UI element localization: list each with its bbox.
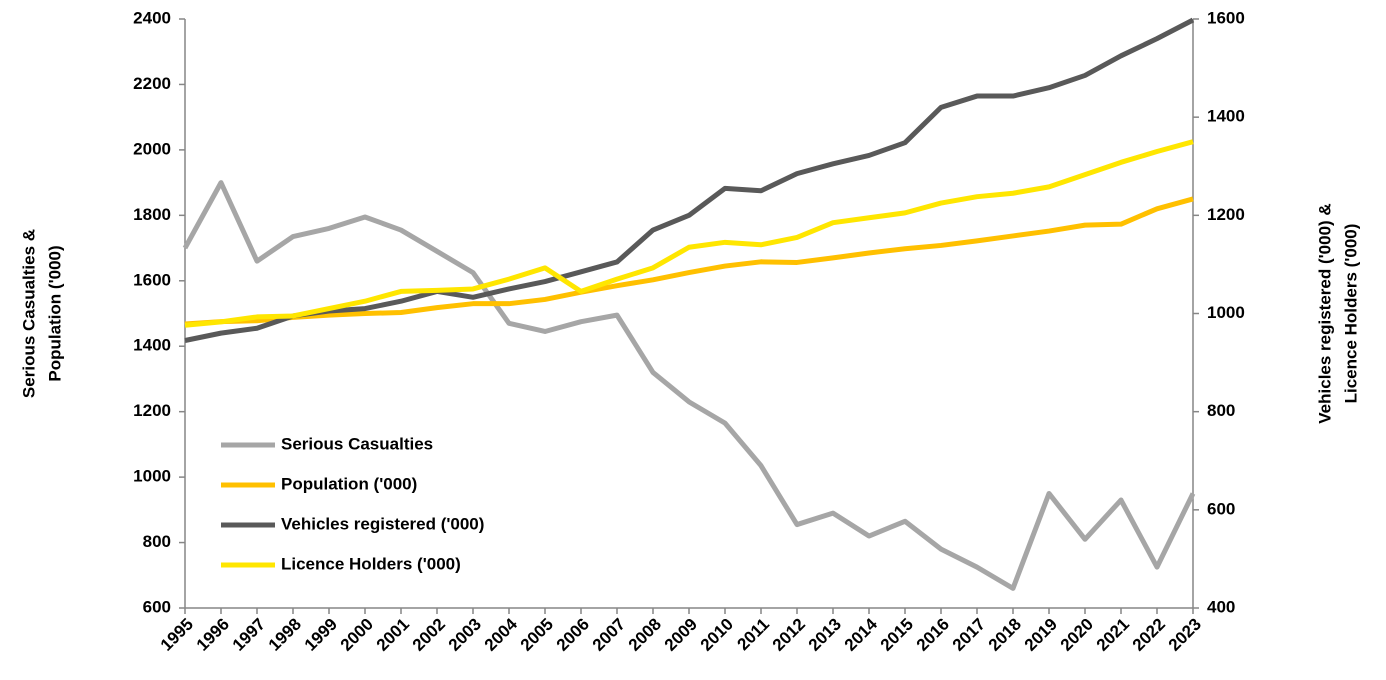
series-line	[184, 196, 1194, 327]
x-tick-label: 2022	[1129, 615, 1169, 655]
legend-label: Vehicles registered ('000)	[281, 514, 484, 533]
legend-label: Serious Casualties	[281, 434, 433, 453]
x-tick-label: 2001	[373, 615, 413, 655]
legend-label: Population ('000)	[281, 474, 417, 493]
x-tick-label: 2019	[1021, 615, 1061, 655]
y2-axis-title: Licence Holders ('000)	[1341, 224, 1360, 404]
x-tick-label: 2009	[661, 615, 701, 655]
x-tick-label: 2013	[805, 615, 845, 655]
x-tick-label: 2021	[1093, 615, 1133, 655]
x-tick-label: 2005	[517, 615, 557, 655]
y-tick-label: 600	[143, 597, 171, 616]
y-tick-label: 800	[143, 532, 171, 551]
y-tick-label: 2200	[133, 74, 171, 93]
x-tick-label: 2014	[841, 614, 882, 655]
y2-tick-label: 1400	[1207, 107, 1245, 126]
x-tick-label: 2020	[1057, 615, 1097, 655]
y2-axis-title: Vehicles registered ('000) &	[1315, 203, 1334, 423]
y2-tick-label: 1200	[1207, 205, 1245, 224]
x-tick-label: 1996	[193, 615, 233, 655]
series-line	[184, 17, 1195, 343]
legend-box	[213, 425, 563, 580]
y-tick-label: 1000	[133, 467, 171, 486]
x-tick-label: 2000	[337, 615, 377, 655]
x-tick-label: 2017	[949, 615, 989, 655]
x-tick-label: 2015	[877, 615, 917, 655]
x-tick-label: 2008	[625, 615, 665, 655]
y-tick-label: 1600	[133, 270, 171, 289]
series-line	[182, 180, 1196, 591]
x-tick-label: 2016	[913, 615, 953, 655]
y-tick-label: 1200	[133, 401, 171, 420]
series-line	[184, 139, 1194, 328]
x-tick-label: 1997	[229, 615, 269, 655]
y-tick-label: 1400	[133, 336, 171, 355]
x-tick-label: 2023	[1165, 615, 1205, 655]
y-tick-label: 2000	[133, 139, 171, 158]
y-tick-label: 1800	[133, 205, 171, 224]
x-tick-label: 2007	[589, 615, 629, 655]
y2-tick-label: 600	[1207, 499, 1235, 518]
x-tick-label: 2004	[481, 614, 522, 655]
legend-label: Licence Holders ('000)	[281, 554, 461, 573]
x-tick-label: 2018	[985, 615, 1025, 655]
x-tick-label: 2012	[769, 615, 809, 655]
x-tick-label: 2003	[445, 615, 485, 655]
y-axis-title: Population ('000)	[45, 245, 64, 381]
x-tick-label: 2002	[409, 615, 449, 655]
x-tick-label: 1999	[301, 615, 341, 655]
y-tick-label: 2400	[133, 8, 171, 27]
x-tick-label: 1998	[265, 615, 305, 655]
x-tick-label: 1995	[157, 615, 197, 655]
x-tick-label: 2010	[697, 615, 737, 655]
y2-tick-label: 1000	[1207, 303, 1245, 322]
y2-tick-label: 800	[1207, 401, 1235, 420]
x-tick-label: 2011	[733, 615, 773, 655]
x-tick-label: 2006	[553, 615, 593, 655]
y2-tick-label: 1600	[1207, 8, 1245, 27]
y2-tick-label: 400	[1207, 597, 1235, 616]
y-axis-title: Serious Casualties &	[19, 229, 38, 398]
